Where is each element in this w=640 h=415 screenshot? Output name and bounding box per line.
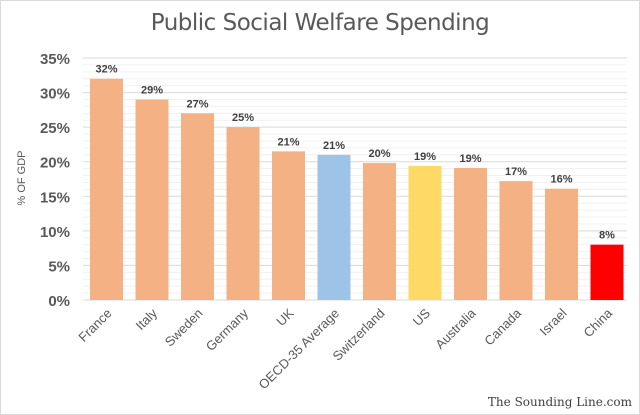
y-tick-label: 30% xyxy=(40,86,70,103)
bar-france xyxy=(90,78,123,300)
bar-oecd-35-average xyxy=(317,154,351,300)
bar-uk xyxy=(272,151,305,300)
x-tick-label: France xyxy=(75,306,114,345)
bar-israel xyxy=(545,188,578,300)
bar-switzerland xyxy=(363,163,396,300)
bar-italy xyxy=(135,99,169,300)
data-label: 17% xyxy=(505,166,527,178)
bar-sweden xyxy=(181,113,214,300)
data-label: 20% xyxy=(368,148,390,160)
x-tick-label: Sweden xyxy=(162,306,206,350)
data-label: 19% xyxy=(459,153,481,165)
data-label: 25% xyxy=(232,112,254,124)
x-tick-label: Italy xyxy=(133,305,161,333)
y-tick-label: 5% xyxy=(48,258,70,275)
bar-us xyxy=(408,165,442,300)
data-label: 16% xyxy=(550,174,572,186)
data-label: 32% xyxy=(95,64,117,76)
y-tick-label: 0% xyxy=(48,293,70,310)
chart-title: Public Social Welfare Spending xyxy=(150,10,490,36)
data-label: 21% xyxy=(323,140,345,152)
x-tick-label: China xyxy=(580,305,615,340)
data-label: 8% xyxy=(599,230,615,242)
x-tick-label: OECD-35 Average xyxy=(256,306,343,393)
y-tick-label: 35% xyxy=(40,51,70,68)
x-tick-label: Germany xyxy=(203,305,252,354)
data-label: 19% xyxy=(414,151,436,163)
data-label: 27% xyxy=(186,98,208,110)
x-tick-label: Australia xyxy=(432,305,479,352)
x-tick-label: Israel xyxy=(537,305,570,338)
bar-germany xyxy=(226,127,260,301)
y-tick-label: 10% xyxy=(40,224,70,241)
y-tick-label: 25% xyxy=(40,120,70,137)
y-tick-label: 15% xyxy=(40,189,70,206)
bar-china xyxy=(590,244,624,300)
bar-australia xyxy=(454,167,487,300)
bar-canada xyxy=(499,181,533,300)
x-tick-label: Canada xyxy=(481,305,524,348)
data-label: 21% xyxy=(277,136,299,148)
data-label: 29% xyxy=(141,84,163,96)
x-tick-label: UK xyxy=(273,305,297,329)
x-tick-label: US xyxy=(410,305,434,329)
y-tick-label: 20% xyxy=(40,155,70,172)
source-credit: The Sounding Line.com xyxy=(487,395,632,409)
